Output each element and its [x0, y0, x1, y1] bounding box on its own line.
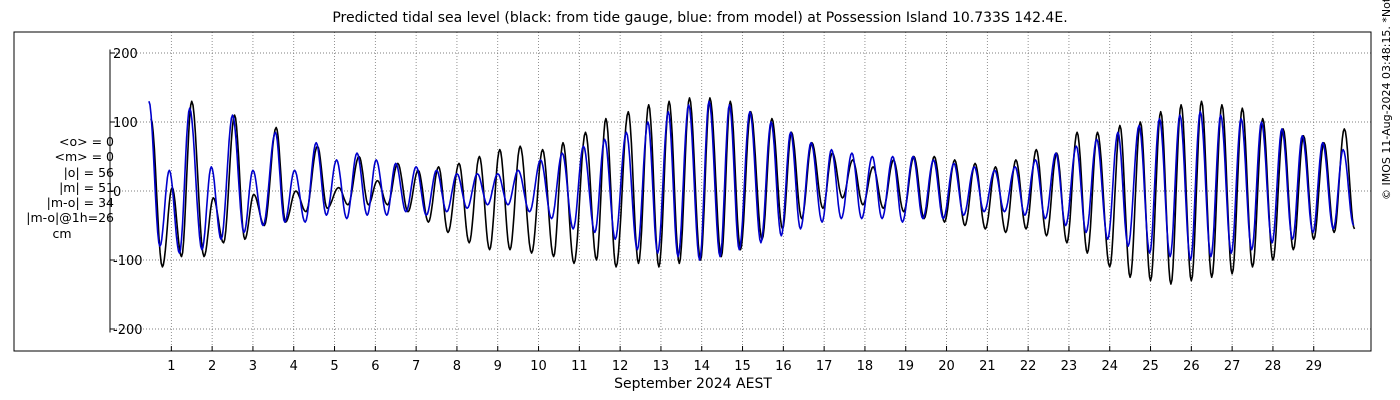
x-tick-label-7: 7	[412, 359, 420, 374]
x-tick-label-10: 10	[530, 359, 547, 374]
x-tick-label-25: 25	[1142, 359, 1159, 374]
y-tick-label: 200	[113, 47, 138, 62]
copyright-notice: © IMOS 11-Aug-2024 03:48:15. *Not for na…	[1380, 0, 1393, 200]
y-tick-label: 0	[113, 185, 121, 200]
x-tick-label-23: 23	[1061, 359, 1078, 374]
stat-abs-diff-1h: |m-o|@1h=26	[26, 210, 114, 226]
stat-unit: cm	[52, 225, 72, 241]
x-tick-label-15: 15	[734, 359, 751, 374]
x-tick-label-22: 22	[1020, 359, 1037, 374]
stat-abs-model: |m| = 51	[59, 179, 114, 195]
x-tick-label-28: 28	[1265, 359, 1282, 374]
y-tick-label: -200	[113, 323, 143, 338]
x-tick-label-24: 24	[1101, 359, 1118, 374]
x-tick-label-12: 12	[612, 359, 629, 374]
x-tick-label-2: 2	[208, 359, 216, 374]
y-tick-label: -100	[113, 254, 143, 269]
x-axis-label: September 2024 AEST	[614, 376, 772, 392]
series-line-tide-gauge	[150, 97, 1356, 285]
series-line-model	[148, 100, 1355, 261]
x-tick-label-5: 5	[330, 359, 338, 374]
x-tick-label-6: 6	[371, 359, 379, 374]
x-tick-label-3: 3	[249, 359, 257, 374]
x-tick-label-27: 27	[1224, 359, 1241, 374]
x-tick-label-9: 9	[494, 359, 502, 374]
x-tick-label-11: 11	[571, 359, 588, 374]
x-tick-label-18: 18	[857, 359, 874, 374]
x-tick-label-16: 16	[775, 359, 792, 374]
chart-title: Predicted tidal sea level (black: from t…	[332, 10, 1068, 26]
plot-frame	[13, 31, 1372, 352]
stats-panel: <o> = 0 <m> = 0 |o| = 56 |m| = 51 |m-o| …	[10, 134, 114, 241]
x-tick-label-17: 17	[816, 359, 833, 374]
x-tick-label-14: 14	[693, 359, 710, 374]
stat-mean-observed: <o> = 0	[59, 134, 114, 149]
x-tick-label-8: 8	[453, 359, 461, 374]
stat-abs-observed: |o| = 56	[63, 164, 114, 180]
x-tick-label-20: 20	[938, 359, 955, 374]
x-tick-label-29: 29	[1305, 359, 1322, 374]
series-layer	[148, 97, 1356, 285]
y-tick-label: 100	[113, 116, 138, 131]
stat-mean-model: <m> = 0	[54, 149, 115, 165]
stat-abs-diff: |m-o| = 34	[46, 195, 114, 211]
x-tick-label-26: 26	[1183, 359, 1200, 374]
x-tick-label-13: 13	[653, 359, 670, 374]
x-tick-label-4: 4	[290, 359, 298, 374]
x-tick-label-19: 19	[897, 359, 914, 374]
x-tick-label-1: 1	[167, 359, 175, 374]
x-tick-label-21: 21	[979, 359, 996, 374]
